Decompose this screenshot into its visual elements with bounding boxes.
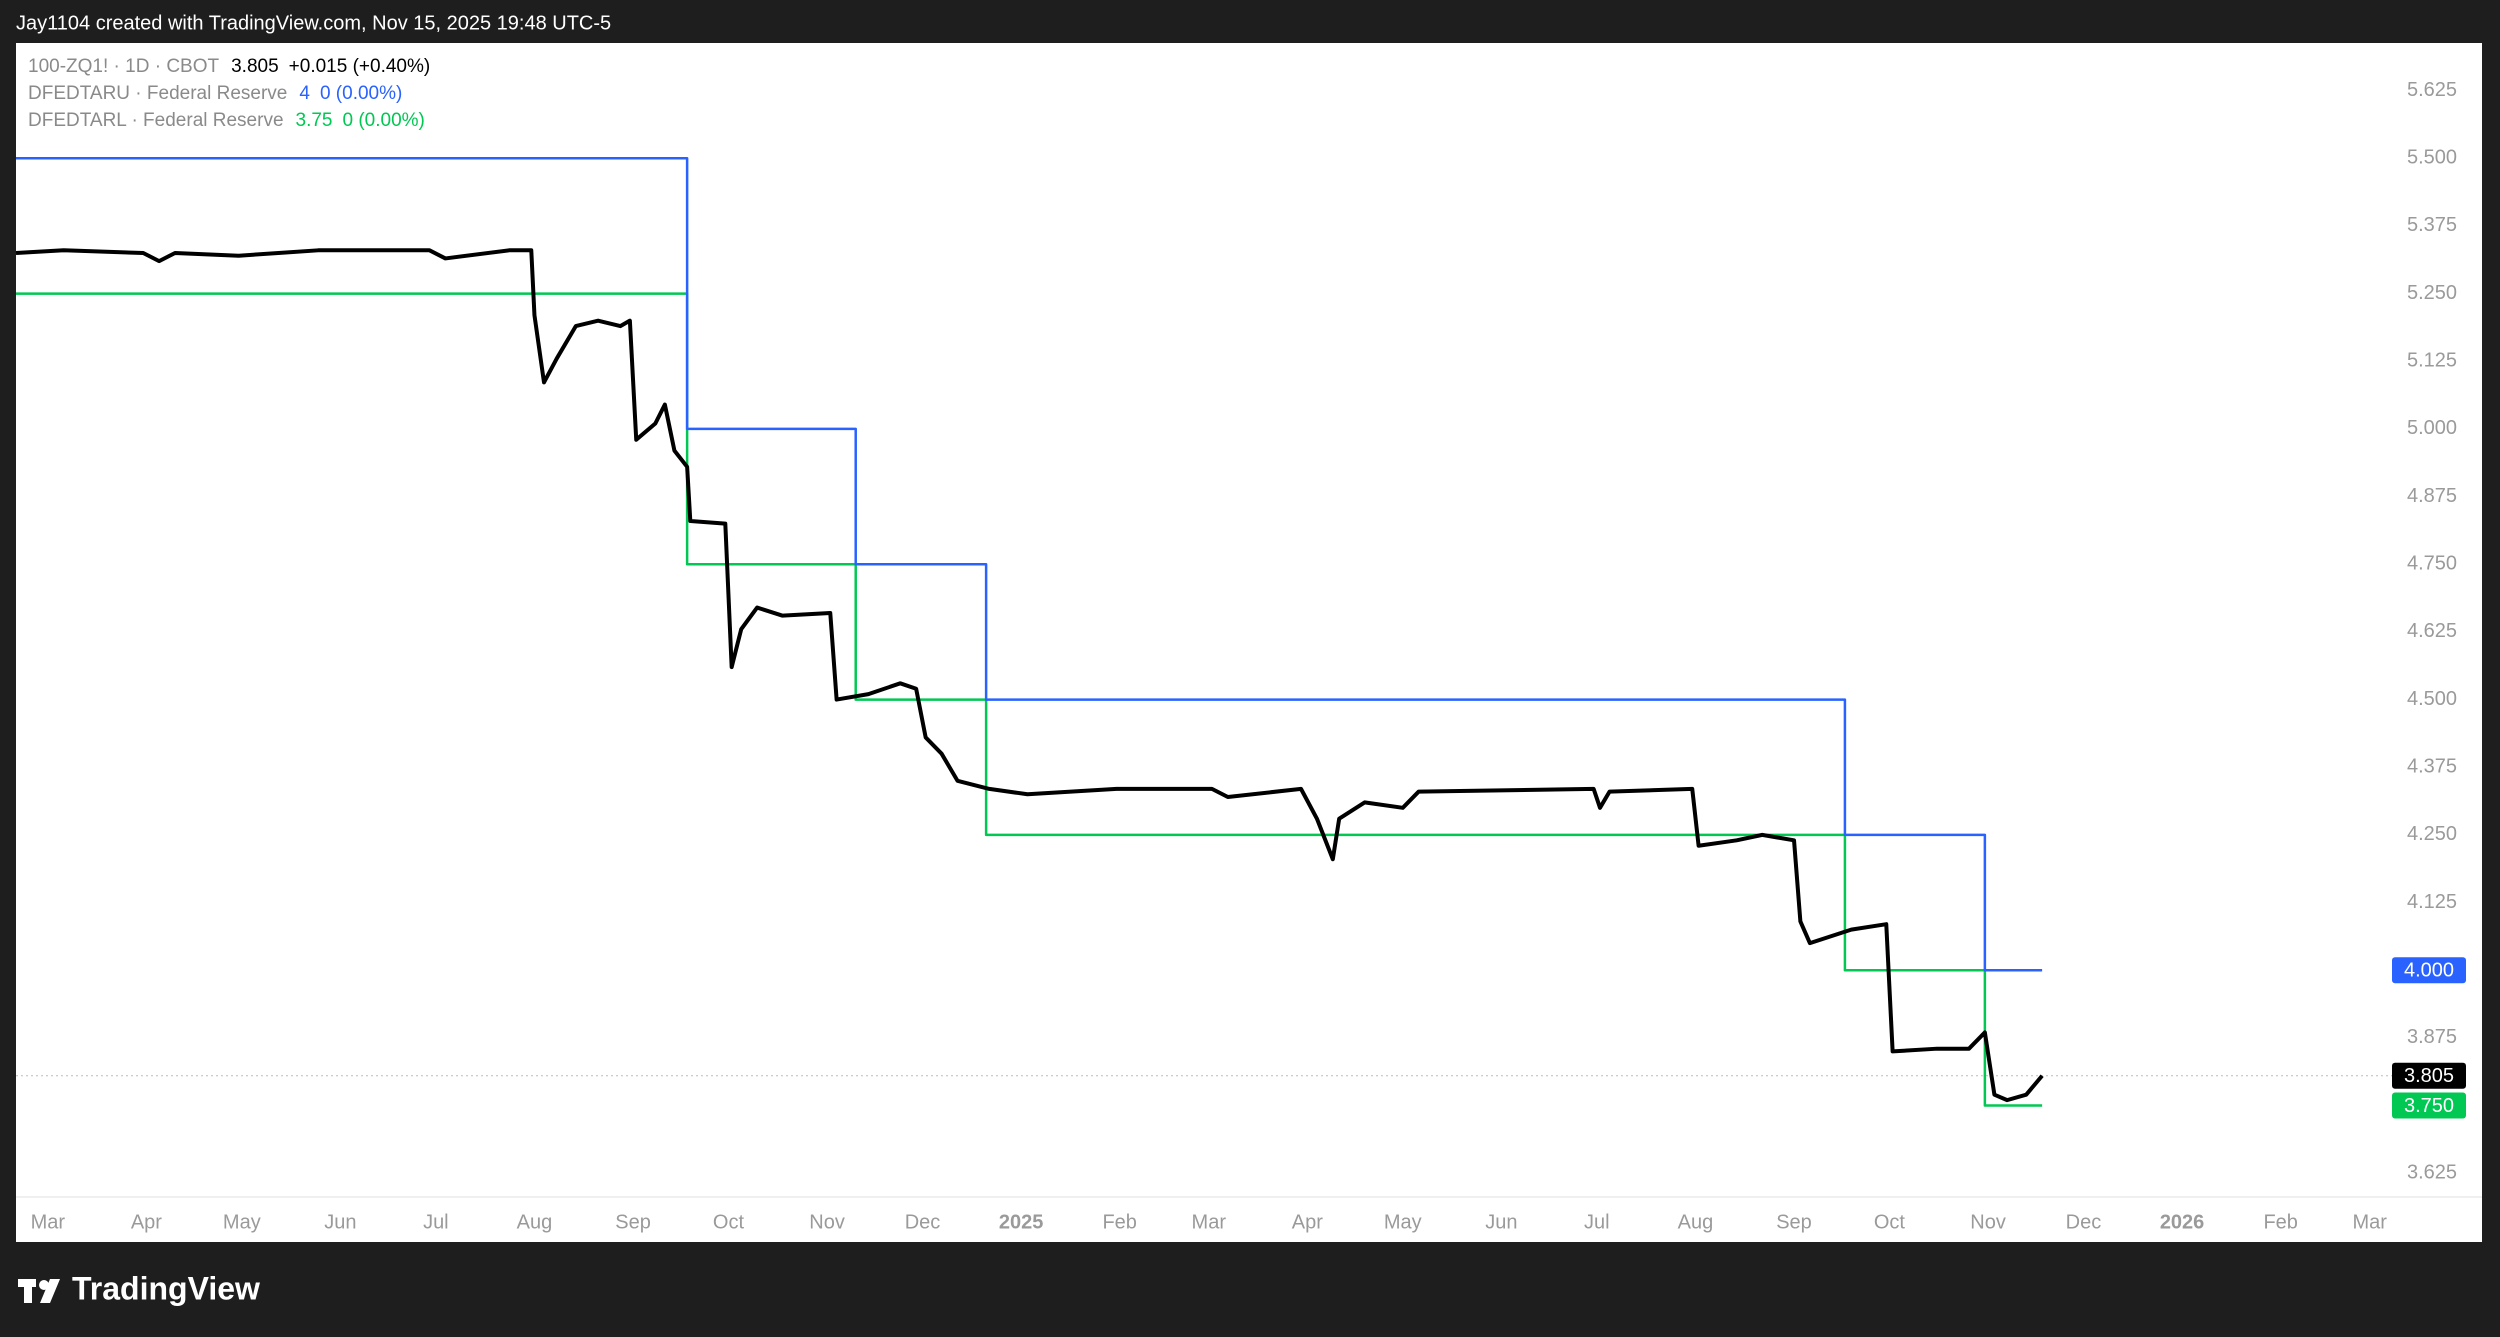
header: Jay1104 created with TradingView.com, No…	[16, 12, 611, 34]
y-tick-label: 4.125	[2407, 891, 2457, 913]
logo-mark	[24, 1279, 32, 1303]
x-tick-label: Apr	[1292, 1211, 1323, 1233]
footer-brand[interactable]: TradingView	[72, 1270, 260, 1306]
series-line	[16, 157, 2043, 972]
last-value-label: 3.750	[2404, 1095, 2454, 1117]
legend-value: 3.805	[231, 56, 279, 77]
legend-row: DFEDTARU · Federal Reserve 4 0 (0.00%)	[28, 83, 402, 104]
logo: TradingView	[18, 1270, 260, 1306]
x-tick-label: Jun	[1485, 1211, 1517, 1233]
y-tick-label: 5.500	[2407, 147, 2457, 169]
legend-change: +0.015 (+0.40%)	[289, 56, 431, 77]
x-tick-label: Jul	[1584, 1211, 1610, 1233]
y-tick-label: 3.625	[2407, 1161, 2457, 1183]
legend-row: DFEDTARL · Federal Reserve 3.75 0 (0.00%)	[28, 110, 425, 131]
y-tick-label: 4.375	[2407, 756, 2457, 778]
legend-row: 100-ZQ1! · 1D · CBOT 3.805 +0.015 (+0.40%)	[28, 56, 430, 77]
x-tick-label: Jun	[324, 1211, 356, 1233]
last-value-tag	[2392, 1092, 2466, 1119]
x-tick-label: Oct	[1874, 1211, 1906, 1233]
x-tick-label: Aug	[517, 1211, 553, 1233]
y-tick-label: 4.250	[2407, 823, 2457, 845]
x-tick-label: Aug	[1678, 1211, 1714, 1233]
x-tick-label: May	[223, 1211, 261, 1233]
x-tick-label: Oct	[713, 1211, 745, 1233]
x-tick-label: Apr	[131, 1211, 162, 1233]
x-tick-label: Sep	[615, 1211, 651, 1233]
logo-mark	[40, 1279, 60, 1303]
y-tick-label: 5.625	[2407, 79, 2457, 101]
y-tick-label: 4.625	[2407, 620, 2457, 642]
x-tick-label: May	[1384, 1211, 1422, 1233]
y-tick-label: 5.375	[2407, 214, 2457, 236]
legend-value: 3.75	[296, 110, 333, 131]
last-value-tag	[2392, 957, 2466, 984]
series-line	[16, 292, 2043, 1107]
x-tick-label: Nov	[1970, 1211, 2006, 1233]
legend-name: 100-ZQ1! · 1D · CBOT	[28, 56, 219, 77]
y-tick-label: 4.750	[2407, 553, 2457, 575]
x-tick-label: Dec	[2066, 1211, 2102, 1233]
legend-value: 4	[299, 83, 310, 104]
y-tick-label: 5.000	[2407, 417, 2457, 439]
chart-area	[16, 43, 2482, 1242]
x-tick-label: Feb	[2263, 1211, 2297, 1233]
last-value-label: 3.805	[2404, 1065, 2454, 1087]
legend-change: 0 (0.00%)	[320, 83, 402, 104]
last-value-label: 4.000	[2404, 959, 2454, 981]
x-tick-label: Mar	[2353, 1211, 2388, 1233]
legend-name: DFEDTARU · Federal Reserve	[28, 83, 287, 104]
x-tick-label: 2026	[2160, 1211, 2205, 1233]
y-tick-label: 5.250	[2407, 282, 2457, 304]
x-tick-label: Feb	[1102, 1211, 1136, 1233]
x-tick-label: Jul	[423, 1211, 449, 1233]
x-tick-label: Dec	[905, 1211, 941, 1233]
x-tick-label: Sep	[1776, 1211, 1812, 1233]
x-tick-label: Mar	[31, 1211, 66, 1233]
legend-change: 0 (0.00%)	[343, 110, 425, 131]
x-tick-label: Nov	[809, 1211, 845, 1233]
x-tick-label: 2025	[999, 1211, 1044, 1233]
y-tick-label: 4.500	[2407, 688, 2457, 710]
plot: 3.625 3.875 4.125 4.250 4.375 4.500 4.625 4.750…	[15, 56, 2466, 1233]
series-line	[15, 248, 2044, 1103]
legend-name: DFEDTARL · Federal Reserve	[28, 110, 284, 131]
last-value-tag	[2392, 1062, 2466, 1089]
x-tick-label: Mar	[1192, 1211, 1227, 1233]
y-tick-label: 4.875	[2407, 485, 2457, 507]
y-tick-label: 3.875	[2407, 1026, 2457, 1048]
y-tick-label: 5.125	[2407, 350, 2457, 372]
